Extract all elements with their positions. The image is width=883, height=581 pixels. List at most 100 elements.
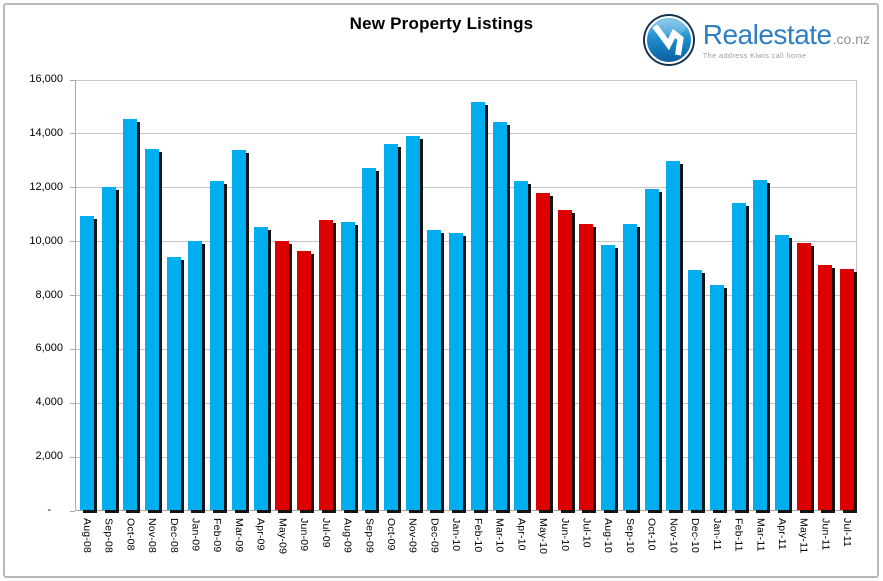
y-axis: 16,000 14,000 12,000 10,000 8,000 6,000 4,000 2…: [0, 73, 75, 516]
y-tick-label: 6,000: [35, 342, 63, 355]
x-axis-label-Mar-11: Mar-11: [754, 518, 767, 552]
logo-tagline: The address Kiwis call home: [702, 50, 807, 60]
x-axis-label-Jul-11: Jul-11: [841, 518, 854, 548]
plot-area: [75, 79, 858, 513]
x-axis-label-Aug-10: Aug-10: [602, 518, 615, 554]
y-tick-mark: [70, 348, 75, 350]
bar-Jan-11: [709, 285, 724, 510]
x-axis-label-Oct-09: Oct-09: [384, 518, 397, 551]
bar-Jul-11: [840, 268, 855, 510]
x-axis-label-Jul-09: Jul-09: [319, 518, 332, 548]
x-axis-label-Oct-08: Oct-08: [124, 518, 137, 551]
gridline-12000: [76, 187, 856, 189]
x-axis-label-Jun-11: Jun-11: [819, 518, 832, 551]
x-axis-label-May-11: May-11: [797, 518, 810, 554]
bar-Feb-10: [470, 101, 485, 510]
x-axis-label-Nov-08: Nov-08: [146, 518, 159, 554]
x-axis-label-Jan-09: Jan-09: [189, 518, 202, 552]
bar-Nov-08: [145, 149, 160, 510]
bar-Aug-09: [340, 221, 355, 510]
x-axis-label-Nov-09: Nov-09: [406, 518, 419, 554]
bar-Dec-10: [688, 270, 703, 510]
y-tick-label: 2,000: [35, 450, 63, 463]
bar-Oct-09: [383, 143, 398, 510]
bar-Sep-09: [362, 167, 377, 510]
y-tick-label: 4,000: [35, 396, 63, 409]
x-axis-label-Dec-09: Dec-09: [428, 518, 441, 554]
logo-brand-text: Realestate: [702, 18, 832, 50]
bar-Apr-09: [253, 227, 268, 510]
x-axis-label-Feb-10: Feb-10: [471, 518, 484, 553]
logo-tld-text: .co.nz: [832, 30, 870, 47]
y-tick-label: -: [47, 504, 51, 516]
x-axis-label-Jun-09: Jun-09: [298, 518, 311, 552]
y-tick-mark: [70, 402, 75, 404]
x-axis-label-Sep-09: Sep-09: [363, 518, 376, 554]
bar-Sep-10: [622, 224, 637, 510]
x-axis-label-Jun-10: Jun-10: [558, 518, 571, 552]
gridline-16000: [76, 79, 856, 81]
bar-Nov-10: [666, 161, 681, 510]
x-axis-label-Apr-10: Apr-10: [515, 518, 528, 551]
x-axis: Aug-08 Sep-08 Oct-08 Nov-08 Dec-08 Jan-09 Feb-…: [75, 514, 857, 570]
x-axis-label-Feb-11: Feb-11: [732, 518, 745, 552]
bar-Mar-11: [753, 180, 768, 510]
x-axis-label-Mar-09: Mar-09: [232, 518, 245, 553]
bar-Oct-08: [123, 119, 138, 510]
x-axis-label-Apr-09: Apr-09: [254, 518, 267, 551]
x-axis-label-Sep-10: Sep-10: [623, 518, 636, 554]
bar-Sep-08: [101, 186, 116, 510]
x-axis-label-Dec-08: Dec-08: [167, 518, 180, 554]
bar-Jan-10: [449, 232, 464, 510]
y-tick-mark: [70, 133, 75, 135]
bar-Jan-09: [188, 240, 203, 510]
x-axis-label-May-10: May-10: [537, 518, 550, 555]
bar-Aug-10: [601, 244, 616, 510]
y-tick-mark: [70, 456, 75, 458]
bar-Jun-10: [557, 209, 572, 510]
bar-Aug-08: [79, 216, 94, 510]
bar-Mar-09: [231, 150, 246, 510]
y-tick-label: 8,000: [35, 288, 63, 301]
x-axis-label-Sep-08: Sep-08: [102, 518, 115, 554]
y-tick-label: 12,000: [29, 180, 63, 193]
x-axis-label-Feb-09: Feb-09: [211, 518, 224, 553]
bar-Dec-09: [427, 229, 442, 510]
realestate-logo-icon: [642, 14, 695, 66]
y-tick-label: 10,000: [29, 234, 63, 247]
bar-Feb-11: [731, 202, 746, 510]
x-axis-label-Aug-09: Aug-09: [341, 518, 354, 554]
x-axis-label-Jul-10: Jul-10: [580, 518, 593, 548]
bar-Oct-10: [644, 189, 659, 510]
bar-Dec-08: [166, 256, 181, 510]
x-axis-label-Aug-08: Aug-08: [80, 518, 93, 554]
bar-Nov-09: [405, 135, 420, 510]
x-axis-label-Mar-10: Mar-10: [493, 518, 506, 553]
y-tick-mark: [70, 79, 75, 81]
y-tick-label: 16,000: [29, 73, 63, 85]
bar-May-09: [275, 240, 290, 510]
y-tick-mark: [70, 510, 75, 512]
logo-text: Realestate .co.nz The address Kiwis call…: [702, 18, 870, 60]
realestate-logo: Realestate .co.nz The address Kiwis call…: [642, 13, 870, 67]
bar-Jun-09: [297, 251, 312, 510]
bar-May-11: [796, 243, 811, 510]
chart-title: New Property Listings: [349, 14, 534, 33]
bar-Apr-10: [514, 181, 529, 510]
bar-Jun-11: [818, 264, 833, 510]
y-tick-label: 14,000: [29, 126, 63, 139]
bar-Jul-09: [318, 220, 333, 510]
x-axis-label-Jan-10: Jan-10: [450, 518, 463, 552]
gridline-14000: [76, 133, 856, 135]
bar-Feb-09: [210, 181, 225, 510]
x-axis-label-Oct-10: Oct-10: [645, 518, 658, 551]
y-tick-mark: [70, 241, 75, 243]
y-tick-mark: [70, 295, 75, 296]
y-tick-mark: [70, 187, 75, 189]
bar-Jul-10: [579, 224, 594, 510]
x-axis-label-Jan-11: Jan-11: [710, 518, 723, 551]
x-axis-label-Nov-10: Nov-10: [667, 518, 680, 554]
x-axis-label-Dec-10: Dec-10: [689, 518, 702, 554]
bar-May-10: [536, 193, 551, 510]
